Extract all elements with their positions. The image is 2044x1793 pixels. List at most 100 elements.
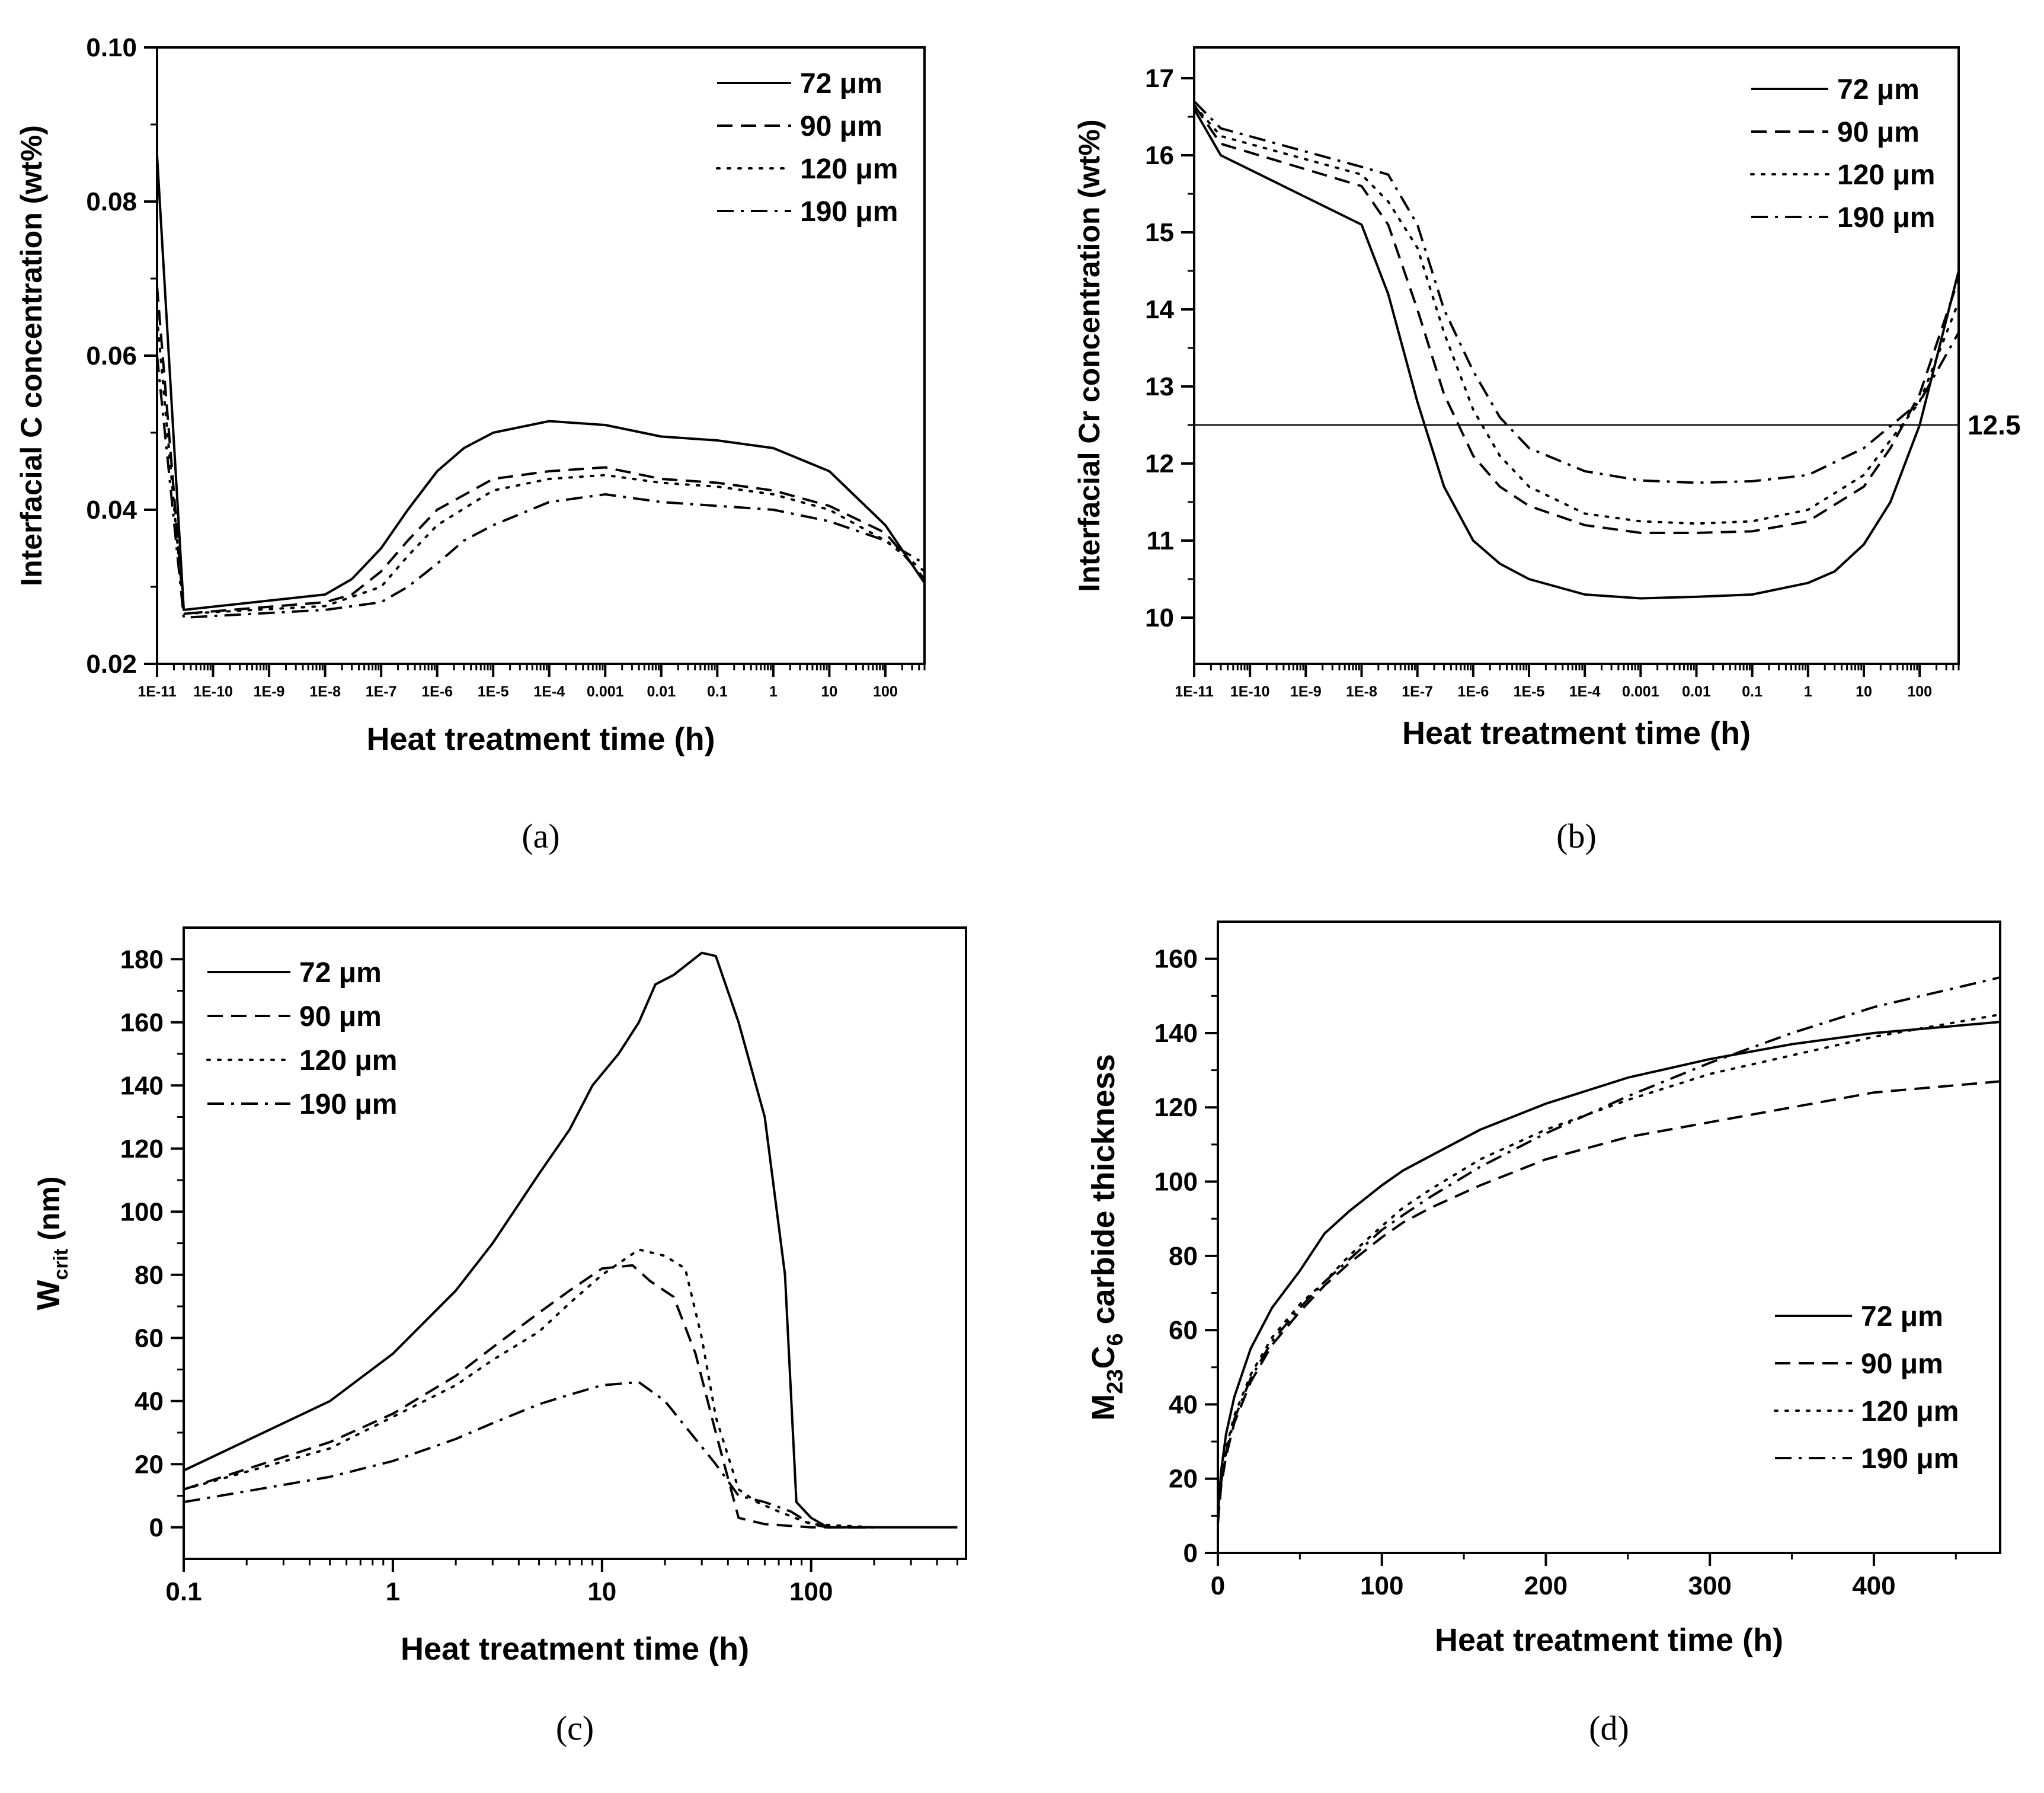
x-axis-label: Heat treatment time (h) <box>366 721 715 757</box>
x-tick-label: 100 <box>873 683 898 700</box>
x-tick-label: 1E-5 <box>1514 683 1545 700</box>
series-group <box>157 155 925 619</box>
legend-label: 190 μm <box>1861 1443 1959 1475</box>
x-tick-label: 10 <box>821 683 837 700</box>
y-axis-label: Wcrit (nm) <box>31 1176 72 1310</box>
legend-label: 120 μm <box>1861 1396 1959 1427</box>
series-line-120m <box>157 316 925 615</box>
y-label-unit: (nm) <box>33 1176 66 1248</box>
x-tick-label: 100 <box>789 1577 833 1606</box>
y-label-subscript: crit <box>50 1249 72 1280</box>
y-tick-label: 16 <box>1145 141 1174 170</box>
y-tick-label: 120 <box>120 1134 164 1164</box>
x-tick-label: 1 <box>1804 683 1812 700</box>
y-tick-label: 60 <box>1169 1316 1198 1345</box>
x-tick-label: 1E-7 <box>366 683 397 700</box>
series-group <box>184 951 958 1529</box>
legend-label: 72 μm <box>1837 74 1920 106</box>
legend-label: 120 μm <box>299 1045 397 1076</box>
plot-frame <box>1217 921 2001 1554</box>
y-axis-label: M23C6 carbide thickness <box>1086 1054 1128 1421</box>
series-group <box>1218 976 2000 1524</box>
x-tick-label: 100 <box>1360 1571 1403 1600</box>
y-tick-label: 14 <box>1145 295 1174 324</box>
legend-label: 72 μm <box>299 957 382 989</box>
chart-panel-1: 1E-11 1E-10 1E-9 1E-8 1E-7 1E-6 1E-5 1E-4 0.001 0… <box>1073 46 2021 855</box>
y-tick-label: 12 <box>1145 449 1174 478</box>
y-tick-label: 13 <box>1145 372 1174 401</box>
panel-label: (b) <box>1556 817 1597 855</box>
x-tick-label: 10 <box>587 1577 616 1606</box>
series-line-190m <box>184 1380 874 1529</box>
legend-label: 90 μm <box>299 1001 382 1033</box>
x-tick-label: 0.1 <box>707 683 728 700</box>
y-tick-label: 80 <box>1169 1242 1198 1271</box>
y-axis-label: Interfacial C concentration (wt%) <box>15 125 48 586</box>
x-tick-label: 1E-10 <box>1230 683 1270 700</box>
panel-label: (a) <box>522 817 559 855</box>
x-tick-label: 1E-6 <box>1457 683 1489 700</box>
legend-label: 72 μm <box>1861 1301 1943 1332</box>
legend-label: 72 μm <box>800 68 882 100</box>
y-tick-label: 10 <box>1145 603 1174 632</box>
legend-label: 190 μm <box>800 196 898 228</box>
y-tick-label: 0 <box>149 1513 164 1542</box>
legend-label: 190 μm <box>299 1089 397 1120</box>
series-line-120m <box>1194 104 1959 525</box>
panel-label: (d) <box>1589 1709 1629 1747</box>
y-tick-label: 11 <box>1146 526 1174 555</box>
series-group <box>1194 100 1959 600</box>
series-line-90m <box>184 1264 874 1529</box>
y-tick-label: 40 <box>135 1387 164 1416</box>
x-tick-label: 1E-5 <box>478 683 509 700</box>
legend-label: 90 μm <box>1861 1348 1943 1380</box>
x-tick-label: 100 <box>1907 683 1932 700</box>
x-tick-label: 1E-9 <box>1290 683 1322 700</box>
series-line-72m <box>1218 1021 2000 1516</box>
y-tick-label: 180 <box>120 945 164 974</box>
series-line-120m <box>184 1248 875 1529</box>
threshold-label: 12.5 <box>1968 410 2021 440</box>
series-line-72m <box>1194 108 1959 600</box>
y-tick-label: 0.02 <box>86 650 137 679</box>
legend-label: 190 μm <box>1837 202 1935 234</box>
series-line-72m <box>184 951 958 1529</box>
y-tick-label: 160 <box>1154 945 1198 974</box>
chart-panel-3: 0 100 200 300 400 0 20 40 60 80 100 120 140 160 Heat t… <box>1086 921 2001 1747</box>
series-line-190m <box>157 355 925 619</box>
x-tick-label: 0.1 <box>1742 683 1762 700</box>
y-tick-label: 15 <box>1145 218 1174 247</box>
x-tick-label: 1 <box>769 683 778 700</box>
series-line-72m <box>157 155 925 611</box>
x-tick-label: 0.001 <box>587 683 624 700</box>
y-tick-label: 160 <box>120 1008 164 1037</box>
x-tick-label: 1E-4 <box>1569 683 1601 700</box>
x-tick-label: 0.01 <box>647 683 676 700</box>
series-line-90m <box>157 286 925 615</box>
x-tick-label: 1E-9 <box>254 683 285 700</box>
x-tick-label: 1E-6 <box>421 683 453 700</box>
series-line-190m <box>1218 976 2000 1524</box>
y-axis-label: Interfacial Cr concentration (wt%) <box>1073 119 1106 592</box>
y-tick-label: 0.08 <box>86 187 137 216</box>
legend-label: 90 μm <box>800 111 882 142</box>
y-tick-label: 0 <box>1183 1539 1198 1568</box>
y-tick-label: 0.10 <box>86 33 137 62</box>
panel-label: (c) <box>556 1709 594 1747</box>
x-tick-label: 0.01 <box>1682 683 1711 700</box>
x-tick-label: 1E-7 <box>1402 683 1433 700</box>
x-tick-label: 400 <box>1852 1571 1895 1600</box>
x-tick-label: 1E-11 <box>137 683 176 700</box>
y-tick-label: 100 <box>120 1197 164 1226</box>
x-tick-label: 1 <box>386 1577 400 1606</box>
legend-label: 120 μm <box>800 154 898 185</box>
y-tick-label: 17 <box>1145 64 1174 93</box>
y-tick-label: 140 <box>120 1071 164 1100</box>
x-tick-label: 1E-8 <box>1346 683 1377 700</box>
chart-panel-2: 0.1 1 10 100 0 20 40 60 80 100 120 140 160 180 Heat tr… <box>31 926 967 1747</box>
x-tick-label: 1E-8 <box>309 683 341 700</box>
y-tick-label: 120 <box>1154 1093 1198 1122</box>
x-tick-label: 1E-4 <box>533 683 565 700</box>
y-tick-label: 100 <box>1154 1168 1198 1197</box>
